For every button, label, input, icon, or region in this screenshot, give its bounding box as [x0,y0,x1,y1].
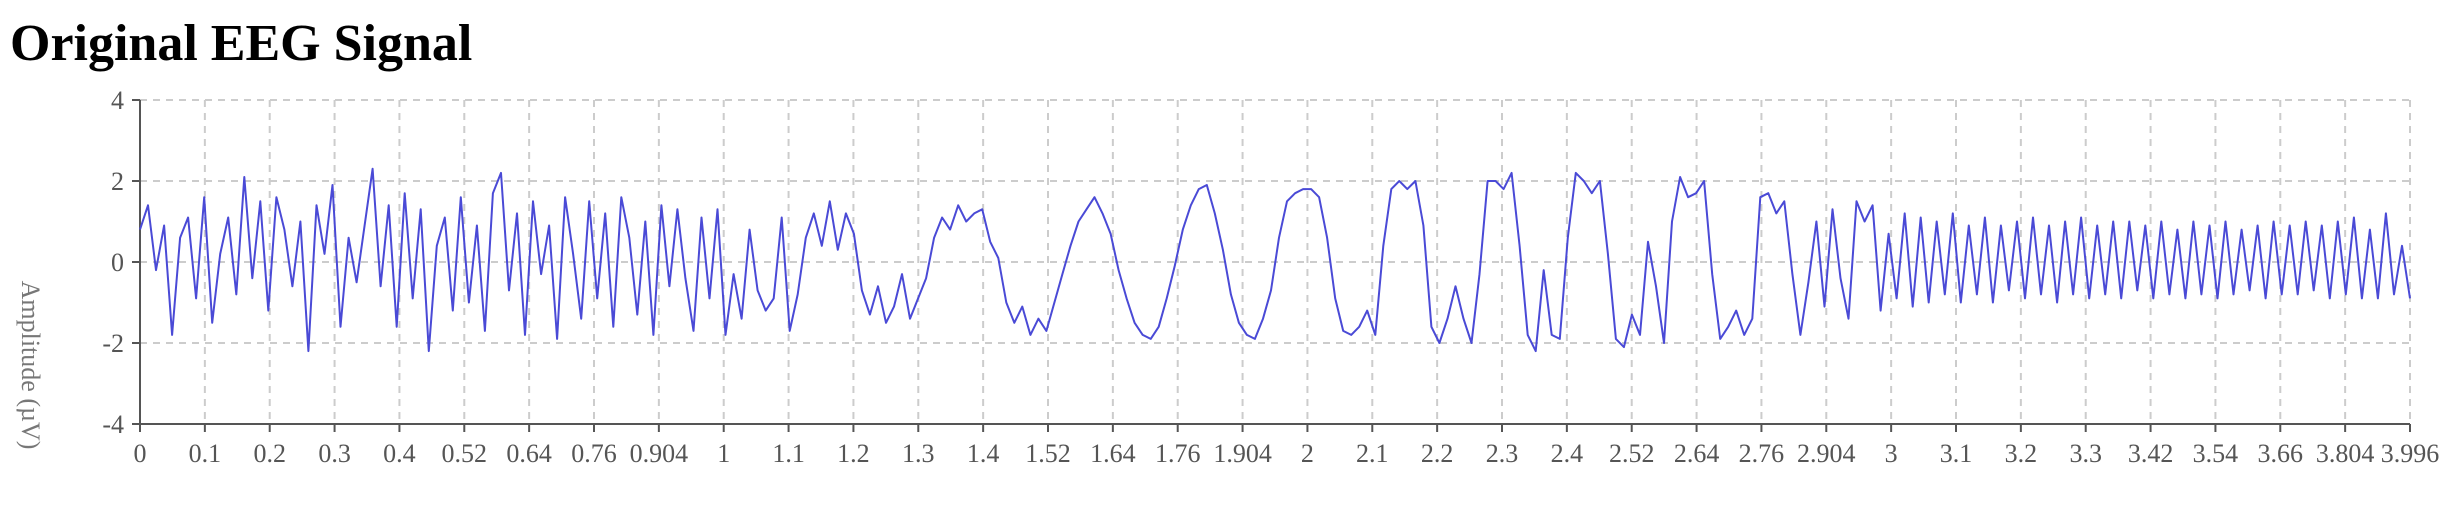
x-tick-label: 1.4 [967,439,1000,468]
x-tick-label: 1 [717,439,730,468]
x-tick-label: 0.2 [253,439,286,468]
x-tick-label: 3 [1885,439,1898,468]
x-tick-label: 0.1 [189,439,222,468]
x-tick-label: 2.64 [1674,439,1720,468]
x-tick-label: 3.3 [2069,439,2102,468]
x-tick-label: 2 [1301,439,1314,468]
x-tick-label: 2.4 [1551,439,1584,468]
x-tick-label: 0.904 [630,439,689,468]
y-axis-ticks: -4 -2 0 2 4 [102,86,140,439]
x-tick-label: 2.76 [1739,439,1785,468]
x-tick-label: 2.52 [1609,439,1655,468]
x-tick-label: 3.54 [2193,439,2239,468]
x-tick-label: 3.996 [2381,439,2440,468]
y-tick-label: 4 [111,86,124,115]
x-tick-label: 0.64 [506,439,552,468]
x-tick-label: 0.4 [383,439,416,468]
x-axis-ticks: 0 0.1 0.2 0.3 0.4 0.52 0.64 0.76 0.904 1 1.1 1.2 1.3… [134,424,2440,468]
x-tick-label: 3.66 [2258,439,2304,468]
x-tick-label: 3.1 [1940,439,1973,468]
series-line [139,167,2411,353]
chart-title: Original EEG Signal [10,15,473,72]
y-tick-label: 0 [111,248,124,277]
x-tick-label: 1.904 [1213,439,1272,468]
y-tick-label: -4 [102,410,124,439]
x-tick-label: 0.3 [318,439,351,468]
x-tick-label: 1.64 [1090,439,1136,468]
x-tick-label: 2.2 [1421,439,1454,468]
x-tick-label: 1.1 [772,439,805,468]
x-tick-label: 1.52 [1025,439,1071,468]
x-tick-label: 1.2 [837,439,870,468]
x-tick-label: 2.904 [1797,439,1856,468]
y-axis-label: Amplitude (µV) [16,281,45,450]
x-tick-label: 1.76 [1155,439,1201,468]
series-layer [139,167,2411,353]
x-tick-label: 2.1 [1356,439,1389,468]
x-tick-label: 2.3 [1486,439,1519,468]
x-tick-label: 0.76 [571,439,617,468]
x-tick-label: 0.52 [442,439,488,468]
y-tick-label: 2 [111,167,124,196]
x-tick-label: 0 [134,439,147,468]
x-tick-label: 3.2 [2005,439,2038,468]
x-tick-label: 3.804 [2316,439,2375,468]
y-tick-label: -2 [102,329,124,358]
x-tick-label: 3.42 [2128,439,2174,468]
x-tick-label: 1.3 [902,439,935,468]
